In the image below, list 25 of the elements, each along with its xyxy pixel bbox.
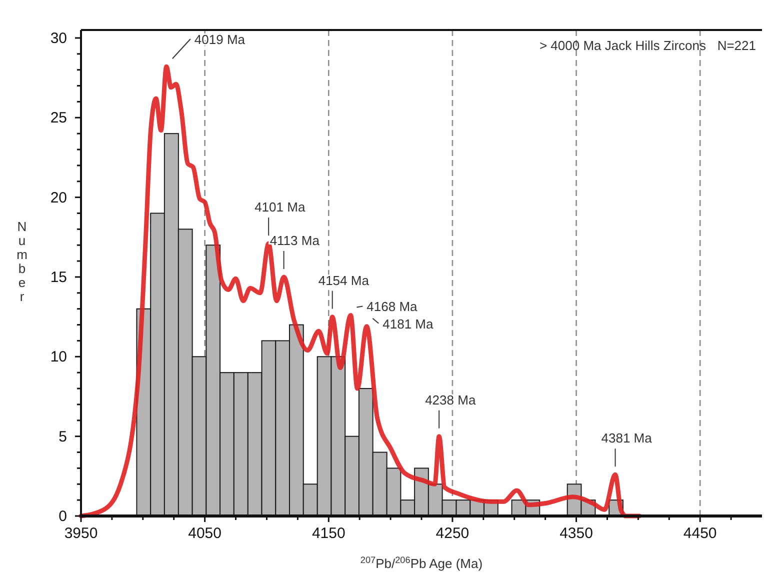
- y-tick-label: 10: [50, 348, 67, 366]
- y-tick-label: 20: [50, 189, 67, 206]
- x-tick-label: 4250: [436, 525, 470, 542]
- y-tick-label: 15: [50, 268, 67, 286]
- annotation: 4019 Ma: [194, 32, 246, 47]
- x-axis-title: $^{207}$Pb/$^{206}$Pb Age (Ma): [360, 555, 483, 571]
- x-tick-label: 4350: [560, 525, 593, 542]
- annotation: N=221: [717, 38, 756, 53]
- annotation: 4113 Ma: [270, 232, 320, 248]
- annotation: 4181 Ma: [382, 316, 434, 332]
- x-tick-label: 4450: [683, 525, 717, 542]
- x-tick-label: 3950: [64, 525, 98, 542]
- y-tick-label: 30: [50, 30, 67, 47]
- x-tick-label: 4150: [312, 525, 346, 542]
- y-tick-label: 5: [58, 428, 67, 446]
- y-axis-title: Number: [16, 219, 28, 304]
- annotation: > 4000 Ma Jack Hills Zircons: [539, 38, 706, 53]
- annotation: 4168 Ma: [366, 299, 418, 314]
- annotation: 4101 Ma: [254, 200, 306, 215]
- y-tick-label: 25: [50, 110, 67, 127]
- y-tick-label: 0: [58, 508, 67, 525]
- annotation: 4238 Ma: [425, 392, 476, 408]
- x-tick-label: 4050: [188, 525, 222, 542]
- annotation: 4154 Ma: [318, 272, 370, 288]
- annotation: 4381 Ma: [601, 430, 653, 446]
